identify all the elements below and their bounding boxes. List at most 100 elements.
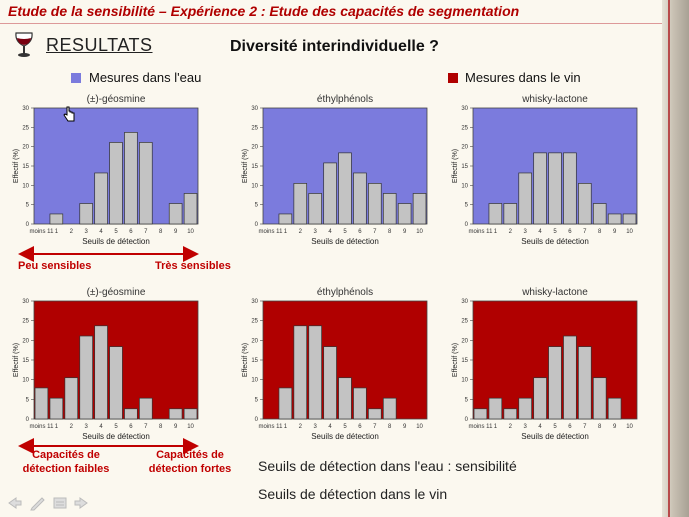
- chart-wine-5: whisky-lactone 0 5 10 15 20 25 30 moins 11 1 2 3 4 5 6…: [452, 287, 638, 441]
- x-tick-label: 3: [85, 229, 89, 235]
- y-tick-label: 30: [22, 299, 29, 305]
- y-tick-label: 30: [461, 299, 468, 305]
- y-tick-label: 5: [26, 397, 30, 403]
- bottom-text-line2: Seuils de détection dans le vin: [258, 486, 448, 502]
- y-tick-label: 20: [461, 145, 468, 151]
- bar: [168, 203, 183, 225]
- bar: [382, 397, 397, 420]
- annotation-arrows: [18, 246, 199, 454]
- bar: [323, 346, 337, 420]
- chart-title: (±)-géosmine: [87, 287, 146, 298]
- x-tick-label: 8: [159, 229, 163, 235]
- y-tick-label: 10: [22, 183, 29, 189]
- y-tick-label: 5: [26, 203, 30, 209]
- y-tick-label: 20: [461, 338, 468, 344]
- x-tick-label: 9: [174, 424, 178, 430]
- label-low-sensitivity: Peu sensibles: [18, 260, 92, 272]
- x-tick-label: 6: [358, 424, 362, 430]
- label-low-capacity-line1: Capacités de: [32, 449, 100, 461]
- y-tick-label: 15: [22, 164, 29, 170]
- y-tick-label: 25: [251, 125, 258, 131]
- x-tick-label: 4: [328, 229, 332, 235]
- hand-cursor-icon: [63, 106, 75, 122]
- bar: [124, 132, 138, 225]
- bar: [368, 408, 382, 420]
- next-slide-icon[interactable]: [74, 497, 88, 509]
- bar: [592, 377, 607, 420]
- bar: [79, 335, 93, 420]
- x-axis-label: Seuils de détection: [311, 237, 379, 246]
- bar: [533, 377, 547, 420]
- bar: [503, 203, 518, 225]
- y-tick-label: 15: [22, 358, 29, 364]
- y-tick-label: 15: [461, 358, 468, 364]
- x-tick-label: 2: [509, 229, 513, 235]
- x-tick-label: 3: [314, 424, 318, 430]
- bar: [323, 162, 337, 225]
- x-tick-label: 5: [553, 424, 557, 430]
- bar: [412, 193, 427, 225]
- x-tick-label: moins 11: [30, 229, 55, 235]
- y-tick-label: 30: [461, 106, 468, 112]
- chart-title: whisky-lactone: [521, 287, 588, 298]
- x-tick-label: 7: [583, 229, 587, 235]
- x-tick-label: 7: [583, 424, 587, 430]
- x-tick-label: 7: [144, 229, 148, 235]
- y-tick-label: 20: [22, 338, 29, 344]
- bar: [607, 397, 622, 420]
- menu-icon[interactable]: [53, 497, 67, 509]
- x-tick-label: 5: [343, 424, 347, 430]
- label-high-sensitivity: Très sensibles: [155, 260, 231, 272]
- bar: [308, 193, 322, 225]
- bar: [607, 213, 622, 225]
- bar: [488, 203, 503, 225]
- x-tick-label: 7: [373, 229, 377, 235]
- prev-slide-icon[interactable]: [8, 497, 22, 509]
- x-tick-label: 9: [613, 229, 617, 235]
- bar: [139, 397, 153, 420]
- x-tick-label: moins 11: [469, 424, 494, 430]
- y-tick-label: 0: [255, 417, 259, 423]
- slide-nav-toolbar: [8, 497, 88, 511]
- bar: [473, 408, 488, 420]
- bar: [293, 183, 308, 225]
- y-tick-label: 20: [22, 145, 29, 151]
- pen-icon[interactable]: [30, 497, 45, 511]
- y-tick-label: 30: [251, 299, 258, 305]
- y-tick-label: 30: [22, 106, 29, 112]
- bar: [578, 183, 592, 225]
- x-tick-label: 10: [626, 229, 633, 235]
- x-tick-label: 1: [284, 229, 288, 235]
- bar: [578, 346, 592, 420]
- bar: [139, 142, 153, 225]
- chart-water-0: (±)-géosmine 0 5 10 15 20 25 30 moins 11 1 2 3 4 5 6 7 8…: [13, 94, 199, 246]
- x-tick-label: 9: [174, 229, 178, 235]
- y-tick-label: 10: [251, 183, 258, 189]
- x-tick-label: moins 11: [469, 229, 494, 235]
- y-tick-label: 0: [255, 222, 259, 228]
- chart-title: (±)-géosmine: [87, 94, 146, 105]
- x-tick-label: 9: [403, 229, 407, 235]
- bottom-text-line1: Seuils de détection dans l'eau : sensibi…: [258, 458, 517, 474]
- x-tick-label: 6: [568, 424, 572, 430]
- x-axis-label: Seuils de détection: [82, 432, 150, 441]
- bar: [109, 142, 123, 225]
- y-tick-label: 5: [255, 397, 259, 403]
- x-tick-label: 10: [187, 229, 194, 235]
- y-tick-label: 10: [251, 378, 258, 384]
- bar: [109, 346, 123, 420]
- x-tick-label: 2: [299, 229, 303, 235]
- legend-label-wine: Mesures dans le vin: [465, 70, 581, 85]
- legend-label-water: Mesures dans l'eau: [89, 70, 202, 85]
- x-tick-label: 6: [568, 229, 572, 235]
- bar: [548, 346, 562, 420]
- chart-title: whisky-lactone: [521, 94, 588, 105]
- x-tick-label: 2: [509, 424, 513, 430]
- x-axis-label: Seuils de détection: [521, 432, 589, 441]
- x-tick-label: 1: [284, 424, 288, 430]
- label-low-capacity: Capacités de détection faibles: [18, 448, 114, 476]
- x-axis-label: Seuils de détection: [82, 237, 150, 246]
- x-tick-label: 10: [416, 229, 423, 235]
- y-tick-label: 10: [22, 378, 29, 384]
- y-tick-label: 10: [461, 183, 468, 189]
